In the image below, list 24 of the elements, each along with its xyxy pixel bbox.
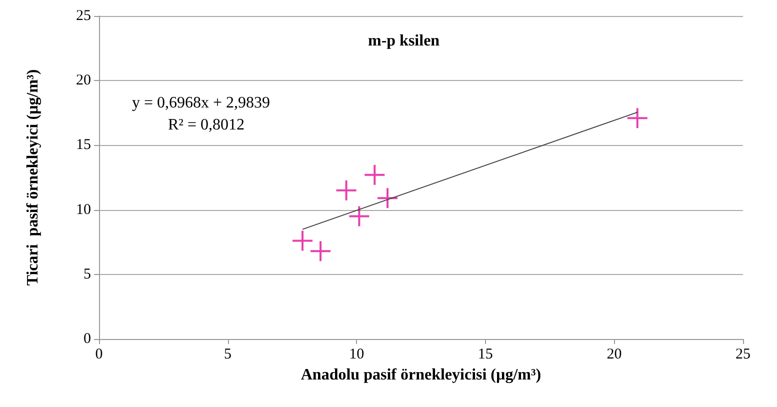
y-tick-label: 15 [76,137,91,154]
x-tick-label: 20 [606,346,622,362]
point [292,230,314,252]
x-tick-label: 10 [349,346,364,362]
y-tick-label: 10 [76,202,91,218]
y-tick-label: 5 [84,266,91,282]
annotation: y = 0,6968x + 2,9839 [132,94,270,112]
x-tick-label: 25 [736,346,750,362]
x-tick-label: 5 [224,346,232,362]
x-tick-label: 15 [478,346,493,362]
point [364,164,386,186]
y-tick-label: 25 [76,8,91,24]
x-axis-title: Anadolu pasif örnekleyicisi (µg/m³) [300,366,542,384]
y-tick-label: 0 [84,331,91,347]
point [310,240,332,262]
point [348,205,370,228]
text: m-p ksilen [368,32,440,50]
point [335,179,358,202]
y-axis-title: Ticari pasif örnekleyici (µg/m³) [24,69,42,286]
x-tick-label: 0 [95,346,103,362]
point [376,187,399,210]
annotation: R² = 0,8012 [168,116,244,134]
y-tick-label: 20 [76,72,91,89]
point [626,107,648,130]
